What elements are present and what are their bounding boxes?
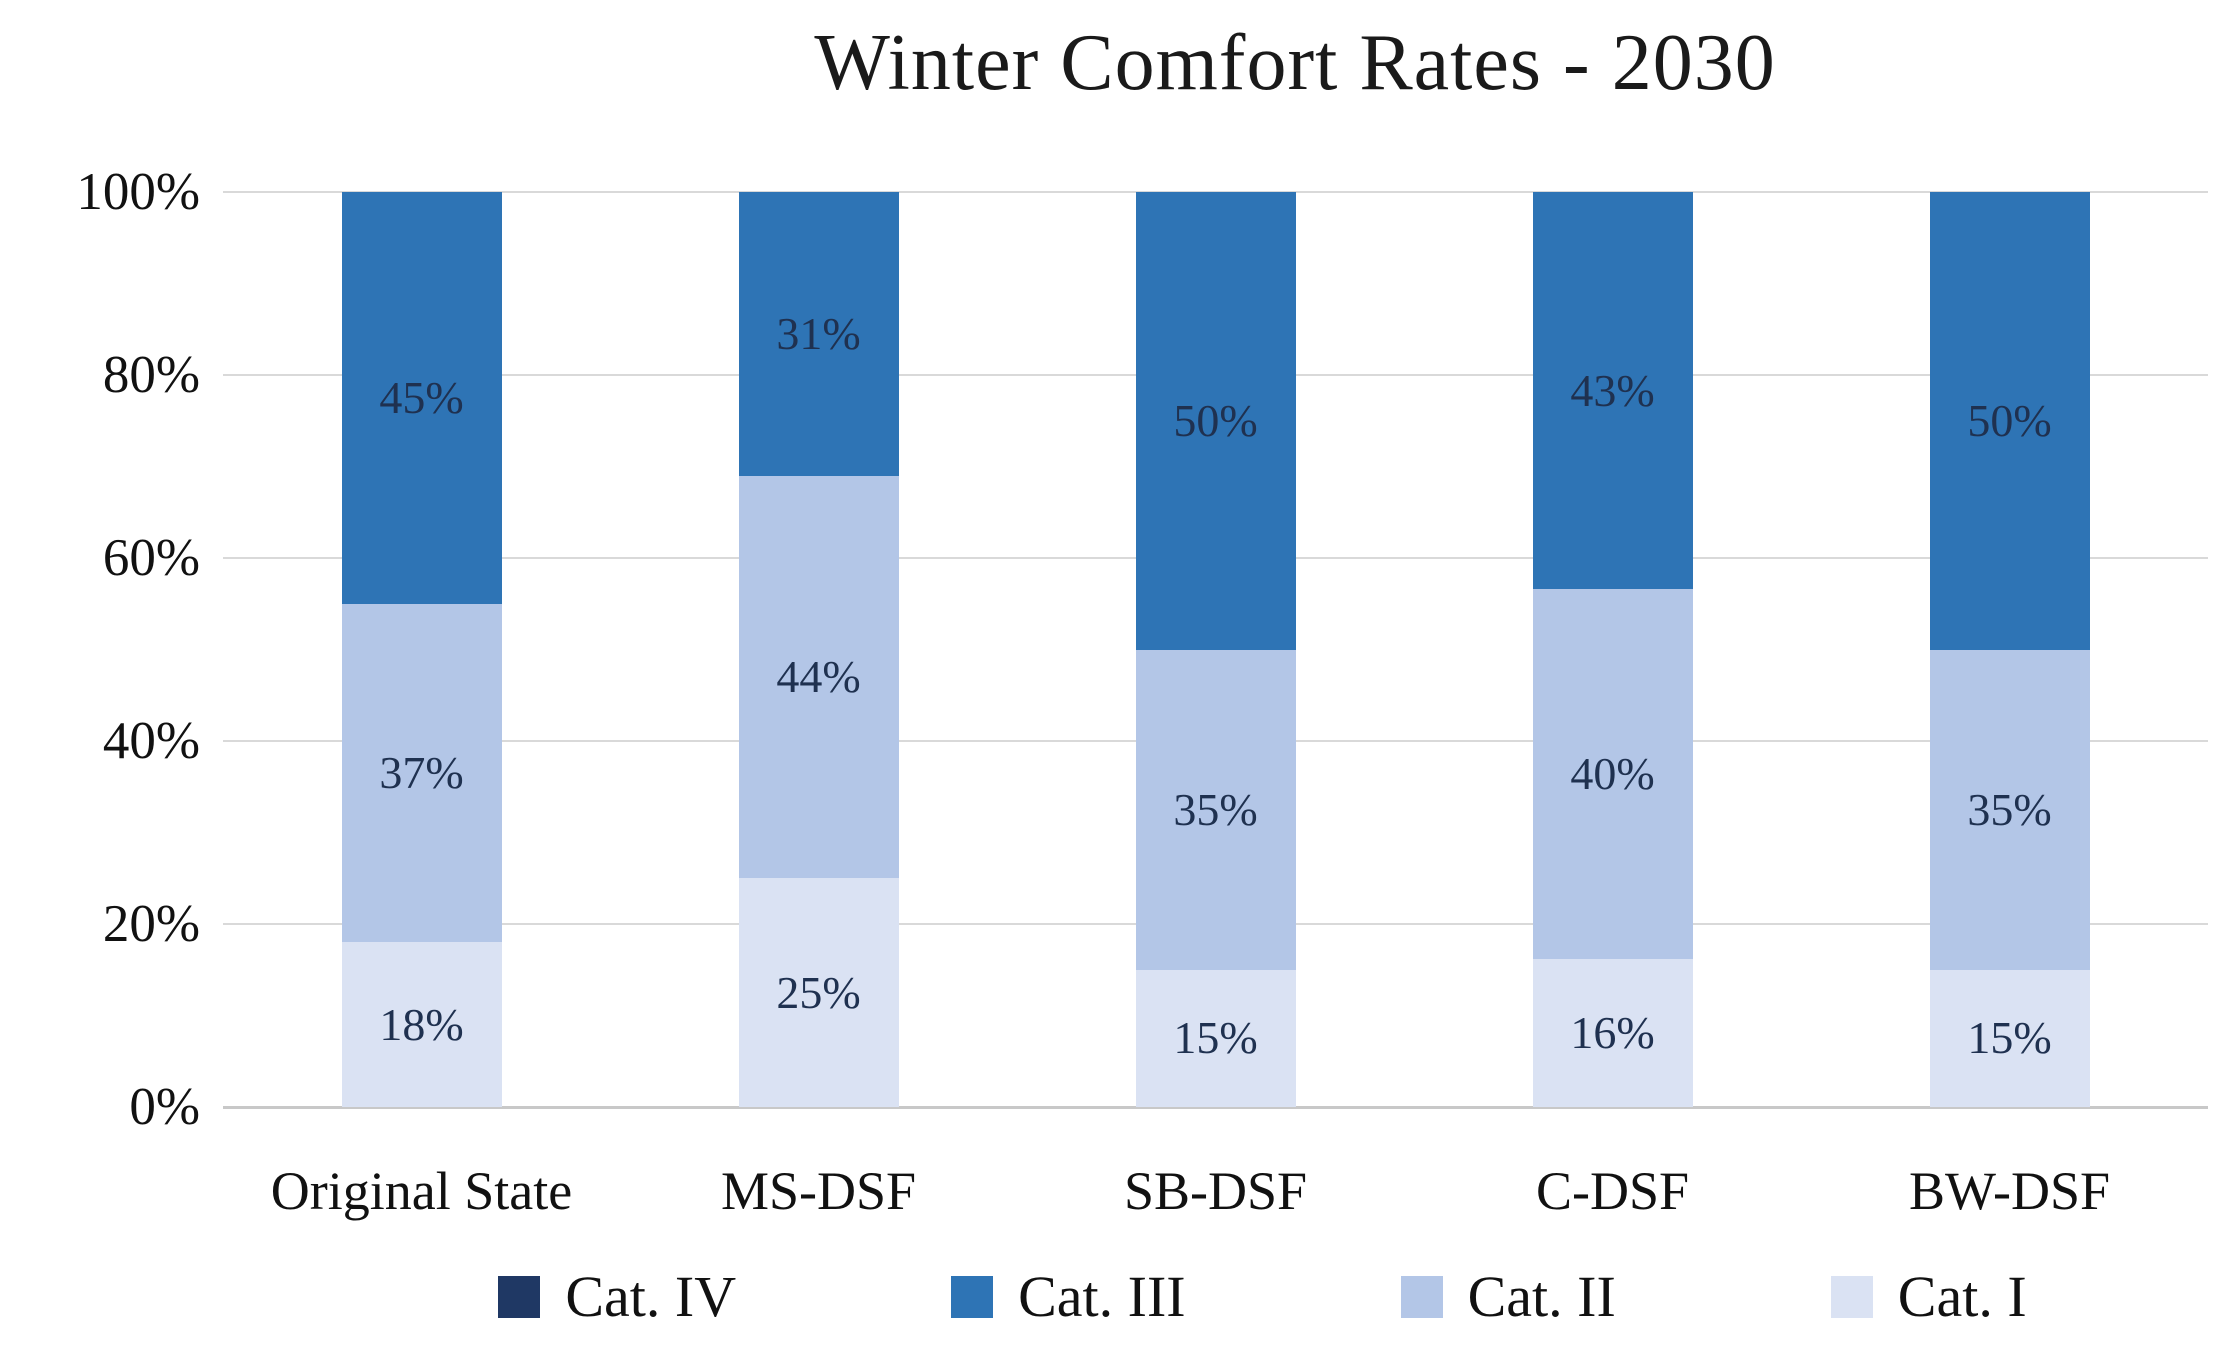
data-label: 16%: [1570, 1007, 1655, 1059]
legend-item-cat-ii: Cat. II: [1400, 1264, 1616, 1329]
data-label: 43%: [1570, 364, 1655, 416]
bar-segment-cat-ii: 35%: [1929, 649, 2090, 970]
bar-column-ms-dsf: 31% 44% 25%: [738, 192, 899, 1107]
data-label: 40%: [1570, 748, 1655, 800]
data-label: 31%: [776, 307, 861, 359]
data-label: 45%: [379, 371, 464, 423]
data-label: 35%: [1967, 783, 2052, 835]
legend-swatch-icon: [951, 1276, 994, 1318]
data-label: 44%: [776, 650, 861, 702]
data-label: 37%: [379, 747, 464, 799]
bar-segment-cat-iii: 50%: [1135, 192, 1296, 650]
bar-segment-cat-i: 15%: [1929, 969, 2090, 1107]
data-label: 15%: [1173, 1012, 1258, 1064]
bar-column-original-state: 45% 37% 18%: [341, 192, 502, 1107]
bar-segment-cat-iii: 50%: [1929, 192, 2090, 650]
bar-segment-cat-i: 15%: [1135, 969, 1296, 1107]
data-label: 50%: [1967, 394, 2052, 446]
gridline-0%: [223, 1106, 2208, 1109]
data-label: 35%: [1173, 783, 1258, 835]
x-axis-category-label: Original State: [270, 1161, 573, 1221]
legend-swatch-icon: [498, 1276, 541, 1318]
legend-label: Cat. III: [1018, 1264, 1186, 1329]
data-label: 50%: [1173, 394, 1258, 446]
bar-segment-cat-i: 18%: [341, 942, 502, 1107]
bar-segment-cat-i: 25%: [738, 878, 899, 1107]
x-axis-category-label: SB-DSF: [1123, 1161, 1308, 1221]
legend-label: Cat. I: [1897, 1264, 2027, 1329]
legend-item-cat-i: Cat. I: [1830, 1264, 2027, 1329]
legend-item-cat-iii: Cat. III: [951, 1268, 1186, 1326]
bar-segment-cat-ii: 35%: [1135, 649, 1296, 970]
bar-segment-cat-iii: 43%: [1532, 192, 1693, 590]
x-axis-category-label: BW-DSF: [1908, 1161, 2111, 1221]
legend-swatch-icon: [1400, 1276, 1443, 1318]
legend: Cat. IV Cat. III Cat. II Cat. I: [0, 1268, 2235, 1326]
bar-segment-cat-ii: 37%: [341, 603, 502, 943]
data-label: 15%: [1967, 1012, 2052, 1064]
y-axis-tick-label: 40%: [102, 712, 200, 770]
chart-title: Winter Comfort Rates - 2030: [814, 19, 1776, 107]
bar-segment-cat-ii: 44%: [738, 475, 899, 879]
y-axis-tick-label: 60%: [102, 529, 200, 587]
bar-segment-cat-iii: 31%: [738, 192, 899, 476]
bar-column-bw-dsf: 50% 35% 15%: [1929, 192, 2090, 1107]
bar-column-sb-dsf: 50% 35% 15%: [1135, 192, 1296, 1107]
legend-swatch-icon: [1830, 1276, 1873, 1318]
bar-segment-cat-iii: 45%: [341, 192, 502, 604]
x-axis-category-label: C-DSF: [1535, 1161, 1690, 1221]
y-axis-tick-label: 100%: [76, 163, 200, 221]
y-axis-tick-label: 0%: [129, 1078, 200, 1136]
x-axis-category-label: MS-DSF: [720, 1161, 917, 1221]
bar-column-c-dsf: 43% 40% 16%: [1532, 192, 1693, 1107]
bar-segment-cat-ii: 40%: [1532, 589, 1693, 960]
legend-label: Cat. IV: [565, 1264, 737, 1329]
data-label: 18%: [379, 998, 464, 1050]
data-label: 25%: [776, 966, 861, 1018]
y-axis-tick-label: 20%: [102, 895, 200, 953]
legend-item-cat-iv: Cat. IV: [498, 1268, 736, 1326]
y-axis-tick-label: 80%: [102, 346, 200, 404]
legend-label: Cat. II: [1467, 1264, 1616, 1329]
bar-segment-cat-i: 16%: [1532, 959, 1693, 1107]
